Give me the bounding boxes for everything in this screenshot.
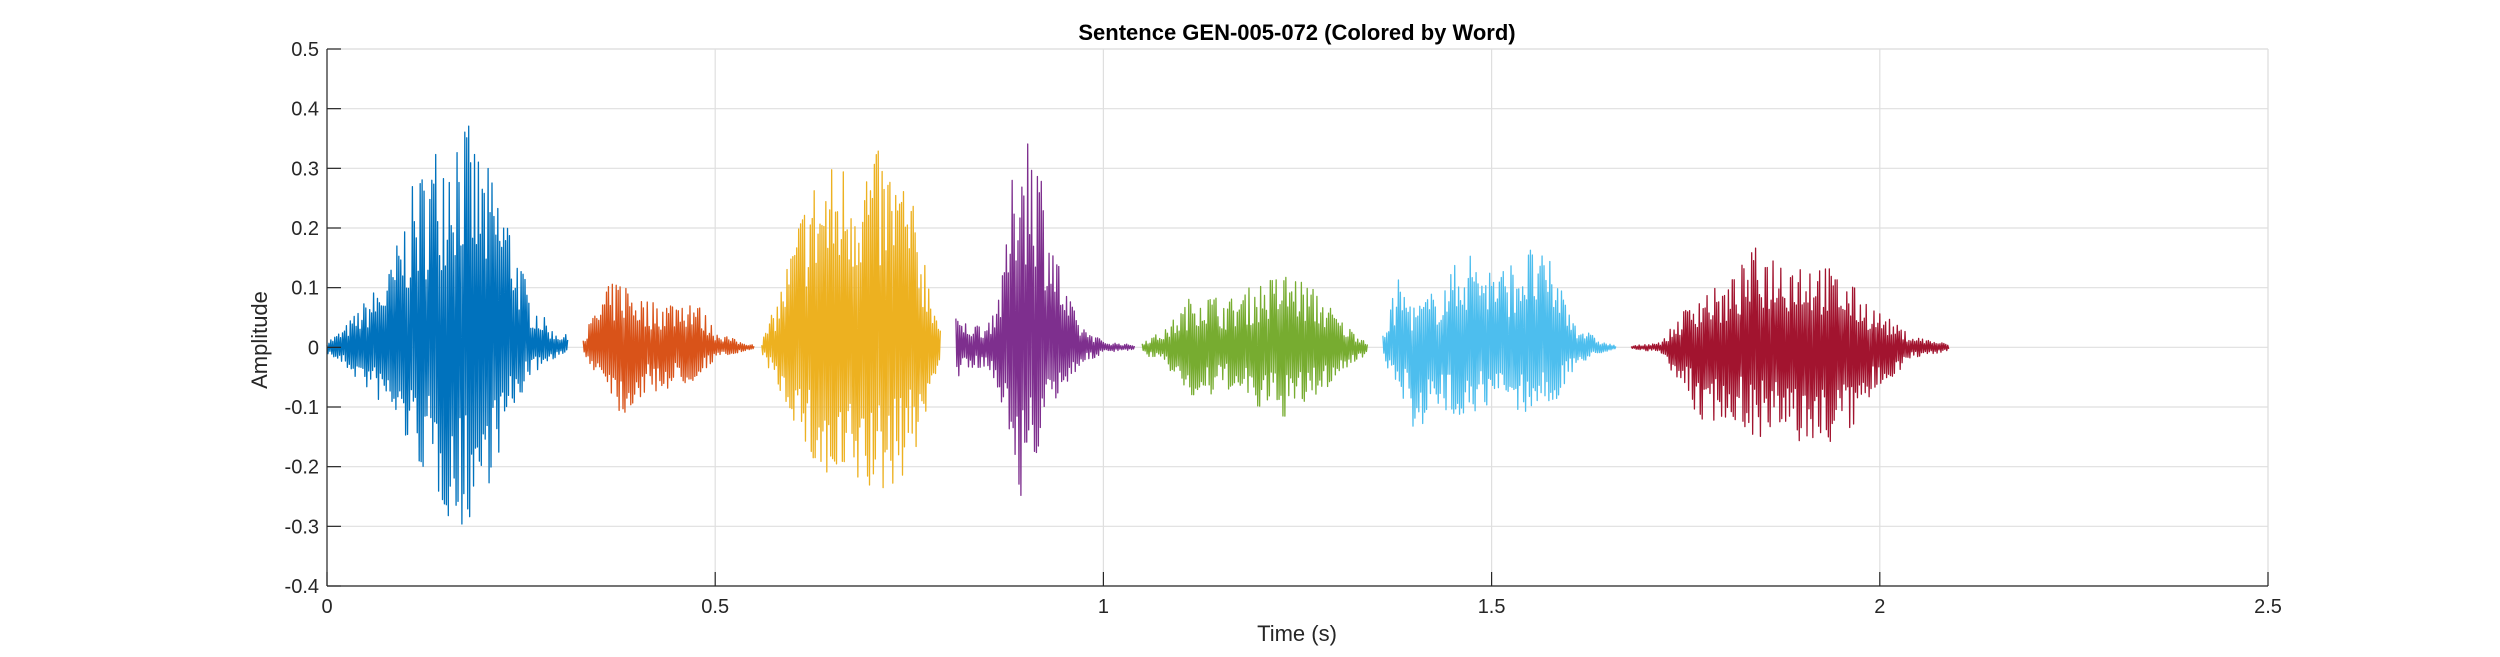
- word-segment-6: [1382, 249, 1617, 427]
- x-tick-label: 0: [321, 596, 332, 618]
- y-tick-label: -0.4: [285, 576, 319, 598]
- y-axis-label: Amplitude: [247, 291, 272, 389]
- waveform-line: [326, 125, 569, 525]
- tick-labels: 0 0.5 1 1.5 2 2.5 -0.4 -0.3 -0.2 -0.1 0 0.1 0.2 0.3 0.…: [285, 39, 2282, 618]
- y-tick-label: -0.1: [285, 397, 319, 419]
- axes: [326, 48, 2269, 587]
- x-tick-label: 0.5: [701, 596, 729, 618]
- y-tick-label: 0: [308, 337, 319, 359]
- y-tick-label: 0.2: [291, 218, 319, 240]
- y-tick-label: -0.2: [285, 457, 319, 479]
- y-tick-label: -0.3: [285, 516, 319, 538]
- y-tick-label: 0.3: [291, 158, 319, 180]
- waveform-line: [1630, 247, 1950, 443]
- word-segment-4: [955, 143, 1136, 497]
- word-segment-1: [326, 125, 569, 525]
- x-tick-label: 2.5: [2254, 596, 2282, 618]
- waveform-line: [1141, 276, 1369, 417]
- waveform-line: [1382, 249, 1617, 427]
- plot-area: [326, 125, 1950, 525]
- word-segment-3: [761, 150, 942, 489]
- word-segment-2: [582, 283, 755, 413]
- y-tick-label: 0.5: [291, 39, 319, 61]
- x-axis-label: Time (s): [1257, 621, 1337, 646]
- waveform-line: [955, 143, 1136, 497]
- x-tick-label: 1: [1098, 596, 1109, 618]
- y-tick-label: 0.4: [291, 99, 319, 121]
- word-segment-7: [1630, 247, 1950, 443]
- x-tick-label: 2: [1874, 596, 1885, 618]
- waveform-line: [582, 283, 755, 413]
- word-segment-5: [1141, 276, 1369, 417]
- chart-title: Sentence GEN-005-072 (Colored by Word): [1078, 20, 1515, 45]
- waveform-line: [761, 150, 942, 489]
- y-tick-label: 0.1: [291, 278, 319, 300]
- x-tick-label: 1.5: [1478, 596, 1506, 618]
